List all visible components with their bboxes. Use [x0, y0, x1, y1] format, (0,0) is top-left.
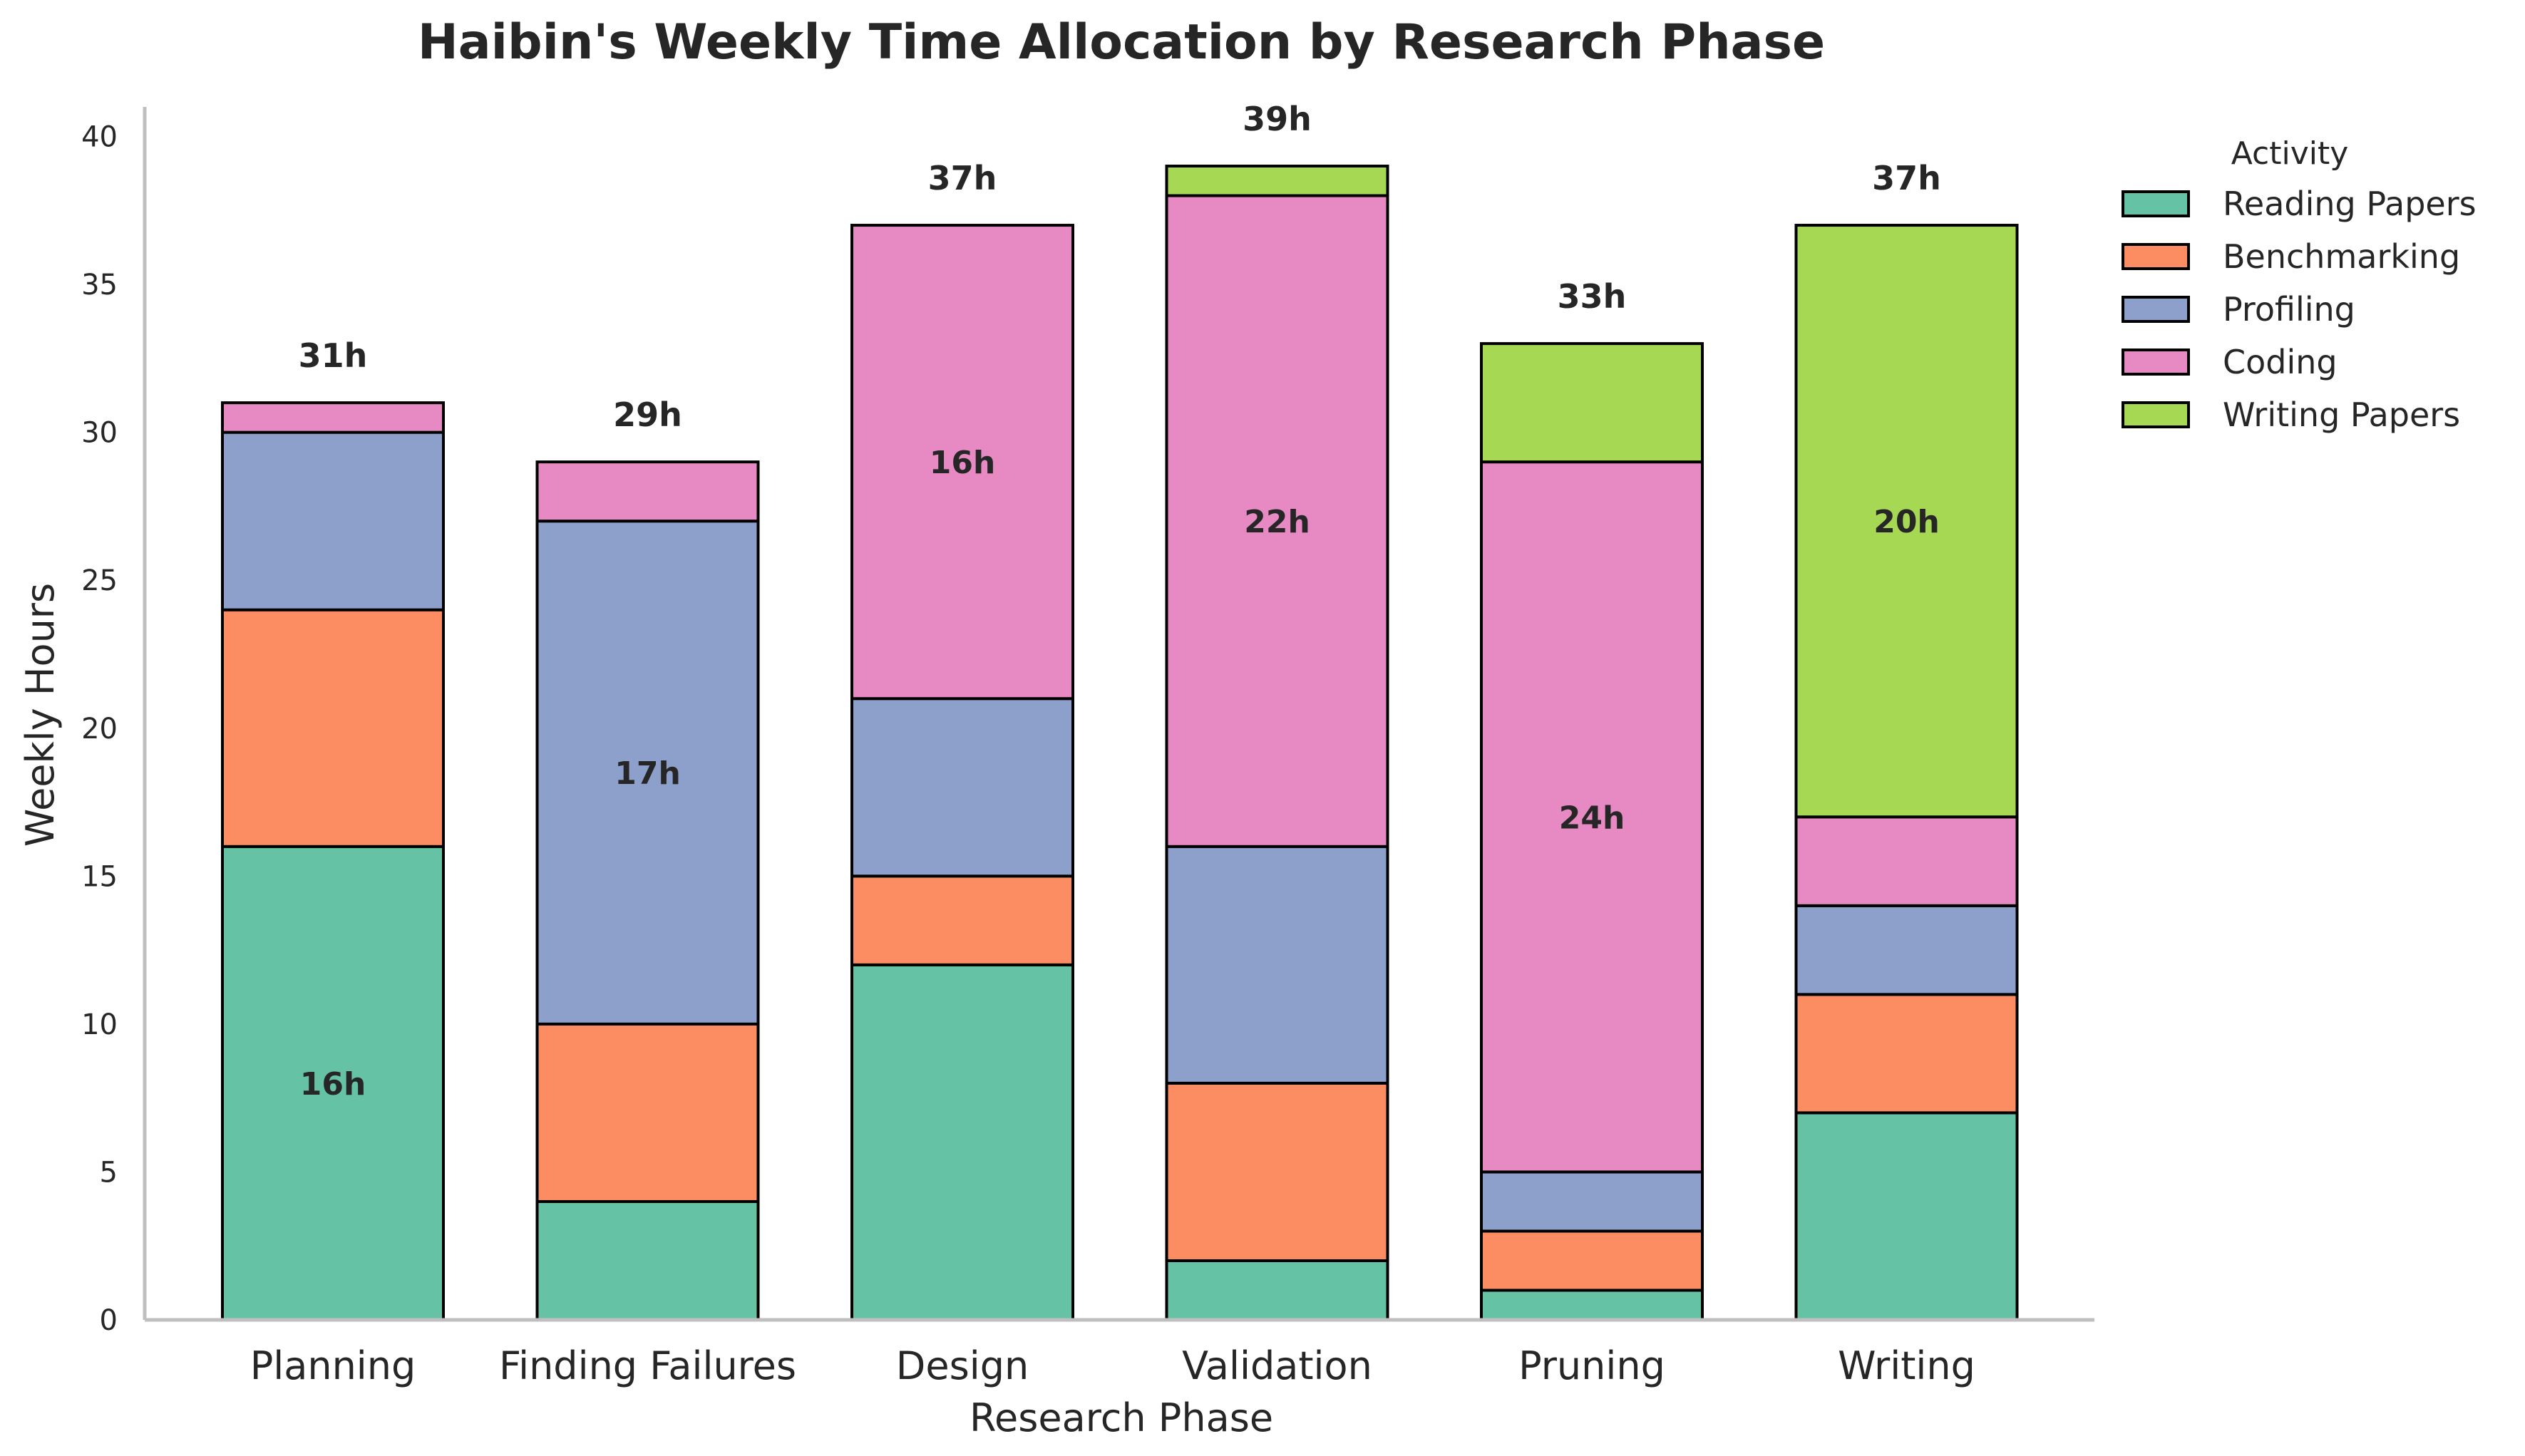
x-tick-label: Finding Failures [499, 1343, 796, 1388]
bar-segment [535, 1199, 760, 1321]
chart-title: Haibin's Weekly Time Allocation by Resea… [418, 14, 1825, 71]
bar-segment [1480, 460, 1704, 1174]
x-tick-label: Validation [1182, 1343, 1372, 1388]
bar-segment [1480, 1289, 1704, 1321]
total-label: 29h [613, 396, 682, 434]
segment-label: 17h [614, 755, 681, 792]
bar-segment [535, 520, 760, 1026]
total-label: 31h [299, 336, 368, 375]
y-tick-label: 15 [81, 860, 118, 893]
bar-segment [1165, 194, 1389, 848]
legend-swatch [2122, 296, 2190, 323]
total-label: 33h [1558, 277, 1627, 316]
bar-segment [1480, 342, 1704, 464]
bar-segment [1794, 904, 2019, 996]
bar-segment [535, 460, 760, 523]
legend-label: Reading Papers [2223, 185, 2477, 223]
total-label: 37h [1872, 159, 1941, 197]
legend-swatch [2122, 190, 2190, 217]
bar-segment [1480, 1170, 1704, 1233]
legend-label: Coding [2223, 343, 2338, 381]
bar-segment [1794, 1111, 2019, 1322]
bar-segment [221, 430, 445, 611]
bar-segment [1794, 224, 2019, 819]
x-tick-label: Pruning [1518, 1343, 1665, 1388]
segment-label: 20h [1873, 504, 1940, 540]
bar-segment [1165, 165, 1389, 197]
y-tick-label: 20 [81, 713, 118, 745]
x-tick-label: Writing [1838, 1343, 1975, 1388]
bar-segment [850, 874, 1074, 966]
bar-segment [1794, 815, 2019, 907]
segment-label: 16h [930, 445, 996, 481]
y-axis-label: Weekly Hours [18, 583, 63, 847]
legend-title: Activity [2231, 135, 2349, 172]
x-tick-label: Design [896, 1343, 1029, 1388]
bar-segment [850, 224, 1074, 701]
bar-segment [535, 1022, 760, 1203]
legend-label: Writing Papers [2223, 396, 2460, 434]
legend-swatch [2122, 348, 2190, 376]
labels-layer: 31h 29h 37h 39h 33h 37h 16h 17h 16h 22h 24h 20h [299, 100, 1941, 1103]
bar-segment [850, 697, 1074, 878]
segment-label: 22h [1244, 504, 1310, 540]
y-tick-label: 5 [100, 1156, 118, 1189]
x-tick-label: Planning [250, 1343, 416, 1388]
bar-segment [850, 963, 1074, 1321]
y-tick-label: 25 [81, 564, 118, 597]
bar-segment [1165, 845, 1389, 1085]
total-label: 37h [928, 159, 997, 197]
legend-swatch [2122, 401, 2190, 428]
bar-segment [1165, 1081, 1389, 1262]
legend-swatch [2122, 243, 2190, 270]
bars-layer [221, 165, 2019, 1322]
legend: Activity Reading Papers Benchmarking Profil… [2122, 135, 2477, 434]
y-tick-label: 30 [81, 417, 118, 450]
bar-segment [221, 401, 445, 434]
y-tick-label: 0 [100, 1304, 118, 1337]
bar-segment [1480, 1229, 1704, 1292]
x-axis-label: Research Phase [970, 1395, 1273, 1440]
bar-segment [1794, 993, 2019, 1115]
total-label: 39h [1243, 100, 1312, 138]
bar-segment [221, 608, 445, 848]
segment-label: 16h [300, 1066, 366, 1103]
y-tick-label: 40 [81, 121, 118, 154]
bar-segment [221, 845, 445, 1322]
y-tick-label: 10 [81, 1008, 118, 1041]
y-tick-label: 35 [81, 269, 118, 301]
legend-label: Profiling [2223, 290, 2355, 329]
segment-label: 24h [1559, 800, 1625, 836]
bar-segment [1165, 1259, 1389, 1321]
axes-layer: 0 5 10 15 20 25 30 35 40 Planning Finding Failures… [81, 107, 2094, 1388]
legend-label: Benchmarking [2223, 237, 2460, 276]
